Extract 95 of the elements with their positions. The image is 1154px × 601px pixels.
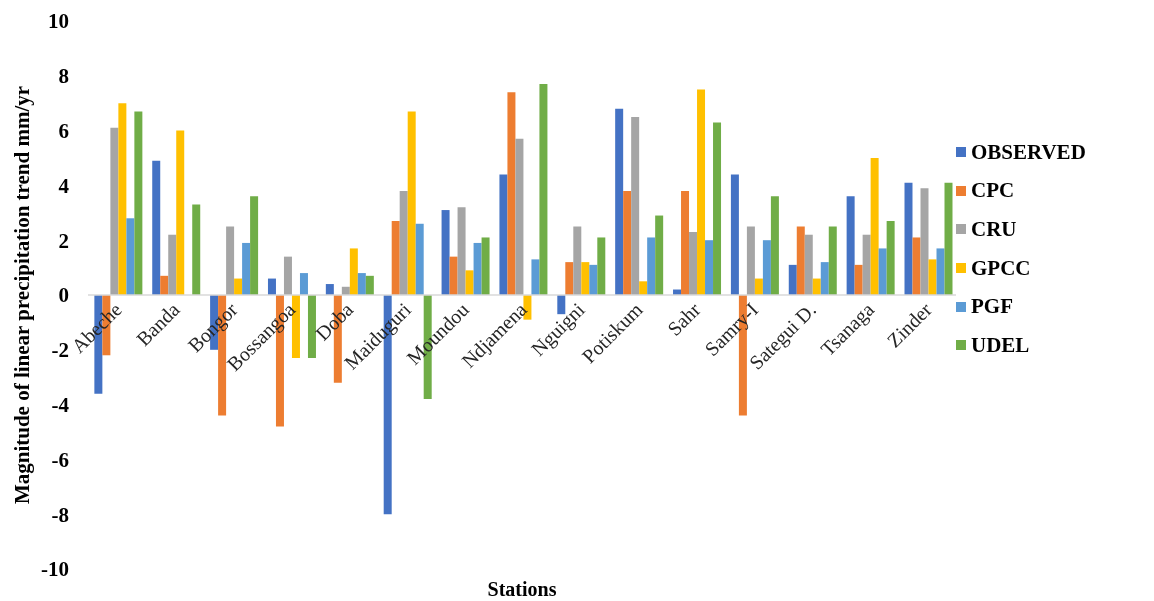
bar — [473, 242, 482, 295]
bar — [846, 196, 855, 295]
legend-label: CPC — [971, 178, 1015, 204]
bar — [681, 190, 690, 295]
bar — [126, 218, 135, 295]
bar — [770, 196, 779, 295]
bar — [515, 138, 524, 295]
bar — [160, 275, 169, 295]
bar — [110, 127, 119, 295]
y-axis-title: Magnitude of linear precipitation trend mm/yr — [10, 85, 34, 505]
bar — [407, 111, 416, 295]
bar — [399, 190, 408, 295]
bar — [581, 262, 590, 295]
bar — [565, 262, 574, 295]
bar — [283, 256, 292, 295]
bar — [539, 84, 548, 295]
bar — [854, 264, 863, 295]
bar — [597, 237, 606, 295]
bar — [647, 237, 656, 295]
legend-label: CRU — [971, 216, 1017, 242]
bar — [176, 130, 185, 295]
y-tick-label: -10 — [41, 557, 69, 582]
bar — [507, 92, 516, 295]
bar — [357, 273, 366, 295]
bar — [152, 160, 161, 295]
bar — [928, 259, 937, 295]
bar — [796, 226, 805, 295]
bar — [349, 248, 358, 295]
bar — [689, 231, 698, 295]
bar — [325, 284, 334, 295]
y-tick-label: -2 — [51, 338, 69, 363]
y-tick-label: -8 — [51, 502, 69, 527]
bar — [465, 270, 474, 295]
bar — [573, 226, 582, 295]
bar — [589, 264, 598, 295]
y-tick-label: 8 — [58, 64, 69, 89]
bar — [655, 215, 664, 295]
bar — [415, 223, 424, 295]
bar — [639, 281, 648, 295]
bar — [250, 196, 259, 295]
bar — [234, 278, 243, 295]
y-tick-label: 2 — [58, 228, 69, 253]
legend-label: GPCC — [971, 255, 1031, 281]
bar — [441, 210, 450, 295]
bar — [804, 234, 813, 295]
bar — [705, 240, 714, 295]
bar — [499, 174, 508, 295]
bar — [713, 122, 722, 295]
bar — [299, 273, 308, 295]
bar — [365, 275, 374, 295]
bar — [118, 103, 127, 295]
bar — [788, 264, 797, 295]
bar — [267, 278, 276, 295]
x-axis-title: Stations — [487, 578, 557, 600]
bar — [631, 116, 640, 295]
bar — [457, 207, 466, 295]
bar — [623, 190, 632, 295]
bar — [886, 221, 895, 295]
bar — [878, 248, 887, 295]
y-tick-label: 0 — [58, 283, 69, 308]
bar — [242, 242, 251, 295]
bar — [920, 188, 929, 295]
bar — [134, 111, 143, 295]
bar — [936, 248, 945, 295]
legend-label: UDEL — [971, 332, 1030, 358]
y-tick-label: -4 — [51, 393, 70, 418]
bar — [697, 89, 706, 295]
bar — [531, 259, 540, 295]
bar — [828, 226, 837, 295]
y-tick-label: 6 — [58, 119, 69, 144]
y-tick-label: -6 — [51, 447, 69, 472]
bar — [762, 240, 771, 295]
bar — [615, 108, 624, 295]
legend-label: PGF — [971, 294, 1013, 320]
bar — [820, 262, 829, 295]
bar — [862, 234, 871, 295]
bar — [944, 182, 953, 295]
y-tick-label: 10 — [48, 9, 69, 34]
bar — [192, 204, 201, 295]
bar — [226, 226, 235, 295]
bar — [870, 158, 879, 295]
bar — [168, 234, 177, 295]
bar — [307, 295, 316, 359]
bar — [449, 256, 458, 295]
bar — [912, 237, 921, 295]
bar — [904, 182, 913, 295]
bar — [730, 174, 739, 295]
bar — [754, 278, 763, 295]
x-tick-label: Sahr — [662, 298, 705, 340]
legend-label: OBSERVED — [971, 139, 1086, 165]
bar — [481, 237, 490, 295]
bar — [812, 278, 821, 295]
bar — [391, 221, 400, 295]
y-tick-label: 4 — [58, 173, 70, 198]
bar — [746, 226, 755, 295]
